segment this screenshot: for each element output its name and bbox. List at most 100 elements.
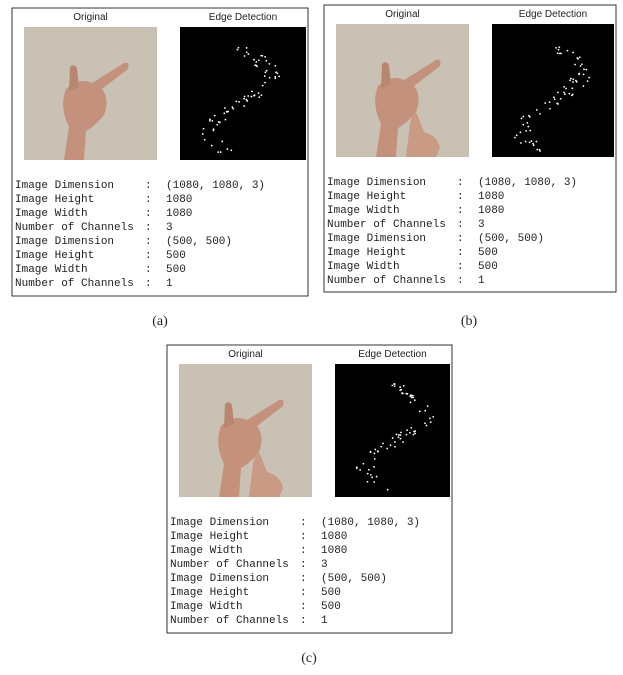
row-value: 500 [478, 247, 498, 259]
edge-dot [558, 49, 560, 51]
edge-dot [238, 101, 240, 103]
edge-dot [387, 489, 389, 491]
row-separator: : [145, 180, 152, 192]
edge-dot [568, 93, 570, 95]
edge-dot [260, 94, 262, 96]
edge-dot [225, 119, 227, 121]
edge-dot [574, 64, 576, 66]
edge-dot [275, 71, 277, 73]
edge-dot [220, 151, 222, 153]
edge-dot [535, 141, 537, 143]
edge-dot [238, 47, 240, 49]
edge-dot [224, 107, 226, 109]
edge-dot [274, 77, 276, 79]
edge-dot [374, 458, 376, 460]
edge-dot [579, 56, 581, 58]
row-value: (1080, 1080, 3) [166, 180, 265, 192]
edge-dot [572, 81, 574, 83]
row-key: Image Height [170, 587, 249, 599]
row-value: 500 [321, 601, 341, 613]
edge-dot [419, 410, 421, 412]
edge-dot [580, 65, 582, 67]
edge-dot [237, 49, 239, 51]
edge-dot [527, 126, 529, 128]
edge-dot [258, 96, 260, 98]
edge-dot [429, 417, 431, 419]
row-key: Image Dimension [170, 517, 269, 529]
row-value: 1 [321, 615, 328, 627]
edge-image [492, 24, 614, 157]
panel-caption: (a) [152, 314, 168, 329]
edge-dot [526, 122, 528, 124]
panel-caption: (c) [301, 651, 317, 666]
edge-dot [413, 434, 415, 436]
row-separator: : [300, 545, 307, 557]
edge-dot [394, 385, 396, 387]
row-value: (1080, 1080, 3) [321, 517, 420, 529]
edge-dot [382, 443, 384, 445]
edge-dot [374, 452, 376, 454]
edge-dot [392, 437, 394, 439]
edge-bg [335, 364, 450, 497]
row-value: 1080 [166, 194, 192, 206]
edge-dot [243, 98, 245, 100]
row-separator: : [457, 177, 464, 189]
edge-dot [399, 434, 401, 436]
edge-dot [251, 96, 253, 98]
row-key: Number of Channels [15, 222, 134, 234]
row-key: Image Width [15, 208, 88, 220]
edge-dot [583, 85, 585, 87]
edge-dot [367, 473, 369, 475]
edge-bg [180, 27, 306, 160]
row-separator: : [300, 601, 307, 613]
edge-dot [244, 55, 246, 57]
panel: OriginalEdge DetectionImage Dimension:(1… [324, 5, 616, 292]
edge-dot [528, 115, 530, 117]
edge-dot [522, 124, 524, 126]
edge-dot [539, 113, 541, 115]
row-separator: : [300, 559, 307, 571]
edge-dot [539, 149, 541, 151]
edge-dot [544, 102, 546, 104]
edge-dot [554, 98, 556, 100]
edge-dot [255, 61, 257, 63]
edge-dot [426, 425, 428, 427]
row-separator: : [457, 247, 464, 259]
figure: Original Edge Detection Image Dimension: (1… [0, 0, 623, 675]
edge-dot [209, 120, 211, 122]
row-value: 1080 [321, 531, 347, 543]
row-value: (1080, 1080, 3) [478, 177, 577, 189]
edge-dot [203, 128, 205, 130]
edge-dot [536, 149, 538, 151]
edge-dot [370, 451, 372, 453]
edge-dot [565, 88, 567, 90]
edge-label: Edge Detection [209, 12, 277, 23]
row-separator: : [300, 615, 307, 627]
original-label: Original [228, 349, 262, 360]
edge-dot [371, 476, 373, 478]
edge-dot [549, 101, 551, 103]
edge-dot [410, 427, 412, 429]
edge-label: Edge Detection [519, 9, 587, 20]
row-separator: : [145, 278, 152, 290]
edge-dot [380, 446, 382, 448]
row-key: Image Dimension [15, 180, 114, 192]
row-value: (500, 500) [478, 233, 544, 245]
edge-dot [373, 481, 375, 483]
row-separator: : [145, 208, 152, 220]
edge-dot [202, 133, 204, 135]
edge-dot [555, 47, 557, 49]
edge-dot [356, 467, 358, 469]
edge-dot [553, 96, 555, 98]
row-value: 1080 [478, 191, 504, 203]
row-separator: : [457, 233, 464, 245]
panel-caption: (b) [461, 314, 478, 329]
edge-dot [569, 79, 571, 81]
edge-dot [204, 139, 206, 141]
edge-dot [274, 76, 276, 78]
edge-dot [235, 100, 237, 102]
panel: OriginalEdge DetectionImage Dimension:(1… [167, 345, 452, 633]
edge-dot [376, 476, 378, 478]
edge-dot [414, 399, 416, 401]
edge-dot [406, 434, 408, 436]
